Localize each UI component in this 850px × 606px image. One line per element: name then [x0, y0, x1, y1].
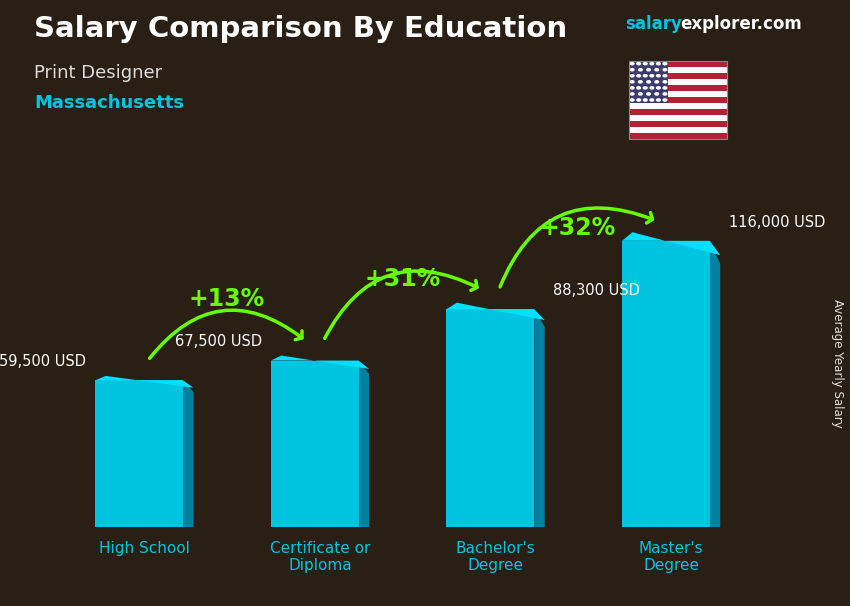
- Bar: [622, 241, 710, 527]
- Text: Average Yearly Salary: Average Yearly Salary: [830, 299, 844, 428]
- Text: 116,000 USD: 116,000 USD: [729, 215, 825, 230]
- Text: 67,500 USD: 67,500 USD: [175, 335, 262, 350]
- Text: Bachelor's
Degree: Bachelor's Degree: [456, 541, 536, 573]
- Text: salary: salary: [625, 15, 682, 33]
- Polygon shape: [95, 376, 194, 388]
- Text: +13%: +13%: [189, 287, 265, 311]
- Polygon shape: [271, 356, 369, 369]
- Text: Master's
Degree: Master's Degree: [639, 541, 704, 573]
- Polygon shape: [359, 361, 369, 527]
- Text: 88,300 USD: 88,300 USD: [553, 283, 640, 298]
- Bar: [95, 381, 183, 527]
- Text: +31%: +31%: [365, 267, 440, 291]
- Polygon shape: [446, 302, 545, 320]
- Bar: [271, 361, 359, 527]
- Text: +32%: +32%: [540, 216, 616, 240]
- Bar: [446, 309, 534, 527]
- Text: High School: High School: [99, 541, 190, 556]
- Text: 59,500 USD: 59,500 USD: [0, 355, 87, 369]
- Polygon shape: [622, 232, 720, 255]
- Text: Print Designer: Print Designer: [34, 64, 162, 82]
- Text: Certificate or
Diploma: Certificate or Diploma: [269, 541, 370, 573]
- Polygon shape: [183, 381, 194, 527]
- Text: explorer.com: explorer.com: [680, 15, 802, 33]
- Polygon shape: [710, 241, 720, 527]
- Text: Salary Comparison By Education: Salary Comparison By Education: [34, 15, 567, 43]
- Polygon shape: [534, 309, 545, 527]
- Text: Massachusetts: Massachusetts: [34, 94, 184, 112]
